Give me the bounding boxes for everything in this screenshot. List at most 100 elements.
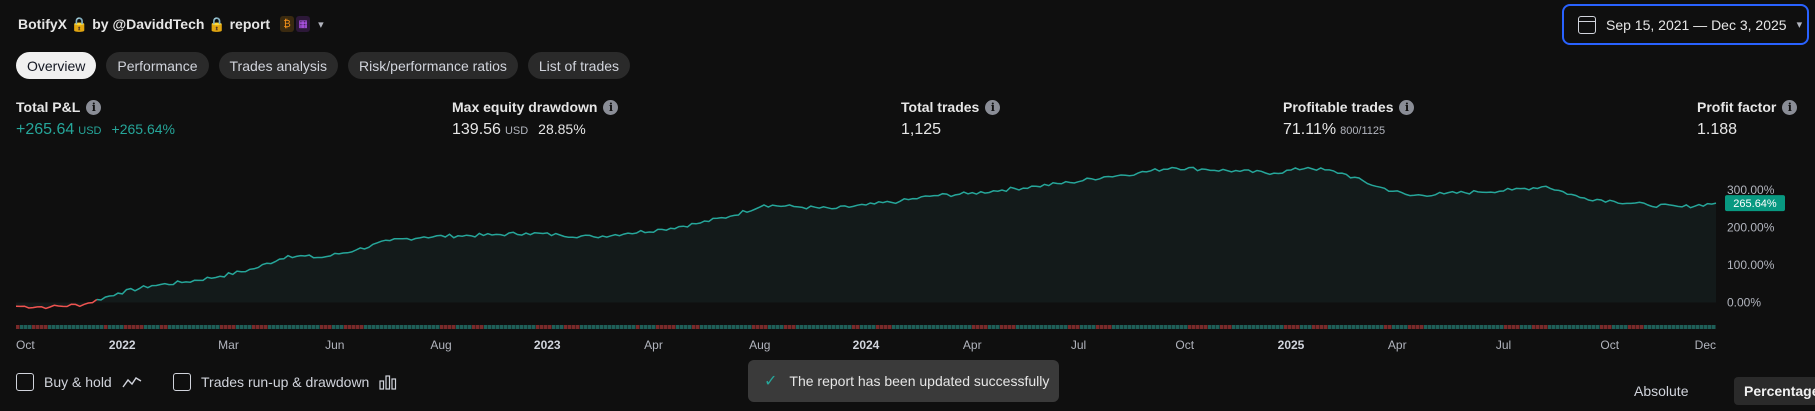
trade-strip-bar [1620,325,1624,329]
trade-strip-bar [1664,325,1668,329]
trade-strip-bar [1204,325,1208,329]
trade-strip-bar [544,325,548,329]
trade-strip-bar [940,325,944,329]
info-icon[interactable]: i [985,99,1001,115]
trade-strip-bar [1308,325,1312,329]
buy-hold-toggle[interactable]: Buy & hold [16,373,142,391]
trade-strip-bar [612,325,616,329]
trade-strip-bar [88,325,92,329]
date-range-picker[interactable]: Sep 15, 2021 — Dec 3, 2025 ▾ [1562,4,1809,45]
trade-strip-bar [1072,325,1076,329]
runup-drawdown-checkbox[interactable] [173,373,191,391]
trade-strip-bar [756,325,760,329]
trade-strip-bar [1068,325,1072,329]
trade-strip-bar [876,325,880,329]
trade-strip-bar [1572,325,1576,329]
runup-drawdown-toggle[interactable]: Trades run-up & drawdown [173,373,397,391]
tab-trades-analysis[interactable]: Trades analysis [218,52,339,79]
trade-strip-bar [1136,325,1140,329]
trade-strip-bar [56,325,60,329]
info-icon[interactable]: i [1782,99,1798,115]
trade-strip-bar [164,325,168,329]
trade-strip-bar [1644,325,1648,329]
trade-strip-bar [84,325,88,329]
trade-strip-bar [624,325,628,329]
trade-strip-bar [536,325,540,329]
trade-strip-bar [832,325,836,329]
trade-strip-bar [196,325,200,329]
trade-strip-bar [860,325,864,329]
trade-strip-bar [248,325,252,329]
y-tick-label: 200.00% [1727,221,1775,235]
x-tick-label: 2024 [853,338,880,352]
tab-overview[interactable]: Overview [16,52,97,79]
x-tick-label: 2025 [1278,338,1305,352]
buy-hold-checkbox[interactable] [16,373,34,391]
trade-strip-bar [1212,325,1216,329]
absolute-toggle[interactable]: Absolute [1634,383,1689,399]
chevron-down-icon[interactable]: ▾ [318,18,324,31]
stat-label: Profit factor [1697,99,1777,115]
trade-strip-bar [292,325,296,329]
trade-strip-bar [272,325,276,329]
title-icons: ₿ ▦ [280,16,311,32]
trade-strip-bar [136,325,140,329]
trade-strip-bar [1328,325,1332,329]
info-icon[interactable]: i [86,99,102,115]
tab-list-of-trades[interactable]: List of trades [527,52,631,79]
trade-strip-bar [1116,325,1120,329]
trade-strip-bar [48,325,52,329]
info-icon[interactable]: i [1399,99,1415,115]
trade-strip-bar [1648,325,1652,329]
x-tick-label: Oct [16,338,35,352]
trade-strip-bar [440,325,444,329]
trade-strip-bar [1020,325,1024,329]
trade-strip-bar [576,325,580,329]
trade-strip-bar [652,325,656,329]
trade-strip-bar [1080,325,1084,329]
trade-strip-bar [948,325,952,329]
trade-strip-bar [1132,325,1136,329]
equity-chart[interactable]: 0.00% 100.00% 200.00% 300.00% Oct 2022 Mar Jun… [0,150,1815,360]
trade-strip-bar [924,325,928,329]
trade-strip-bar [656,325,660,329]
trade-strip-bar [976,325,980,329]
trade-strip-bar [1432,325,1436,329]
trade-strip-bar [1336,325,1340,329]
trade-strip-bar [632,325,636,329]
trade-strip-bar [844,325,848,329]
trade-strip-bar [932,325,936,329]
trade-strip-bar [604,325,608,329]
trade-strip-bar [276,325,280,329]
trade-strip-bar [1176,325,1180,329]
x-tick-label: 2023 [534,338,561,352]
trade-strip-bar [1164,325,1168,329]
equity-line-negative [15,298,98,310]
trade-strip-bar [740,325,744,329]
calendar-icon [1578,15,1596,34]
trade-strip-bar [896,325,900,329]
trade-strip-bar [36,325,40,329]
stat-value: 139.56 [452,121,501,138]
trade-strip-bar [1088,325,1092,329]
percentage-toggle[interactable]: Percentage [1734,377,1815,405]
trade-strip-bar [1392,325,1396,329]
trade-strip-bar [1640,325,1644,329]
trade-strip-bar [984,325,988,329]
info-icon[interactable]: i [603,99,619,115]
trade-strip-bar [1324,325,1328,329]
trade-strip-bar [1400,325,1404,329]
tab-risk-performance-ratios[interactable]: Risk/performance ratios [348,52,518,79]
trade-strip-bar [1548,325,1552,329]
stat-ratio: 800/1125 [1340,125,1386,137]
trade-strip-bar [776,325,780,329]
trade-strip-bar [104,325,108,329]
trade-strip-bar [1544,325,1548,329]
trade-strip-bar [1244,325,1248,329]
trade-strip-bar [1500,325,1504,329]
trade-strip-bar [472,325,476,329]
trade-strip-bar [1140,325,1144,329]
trade-strip-bar [1440,325,1444,329]
tab-performance[interactable]: Performance [106,52,209,79]
trade-strip-bar [20,325,24,329]
